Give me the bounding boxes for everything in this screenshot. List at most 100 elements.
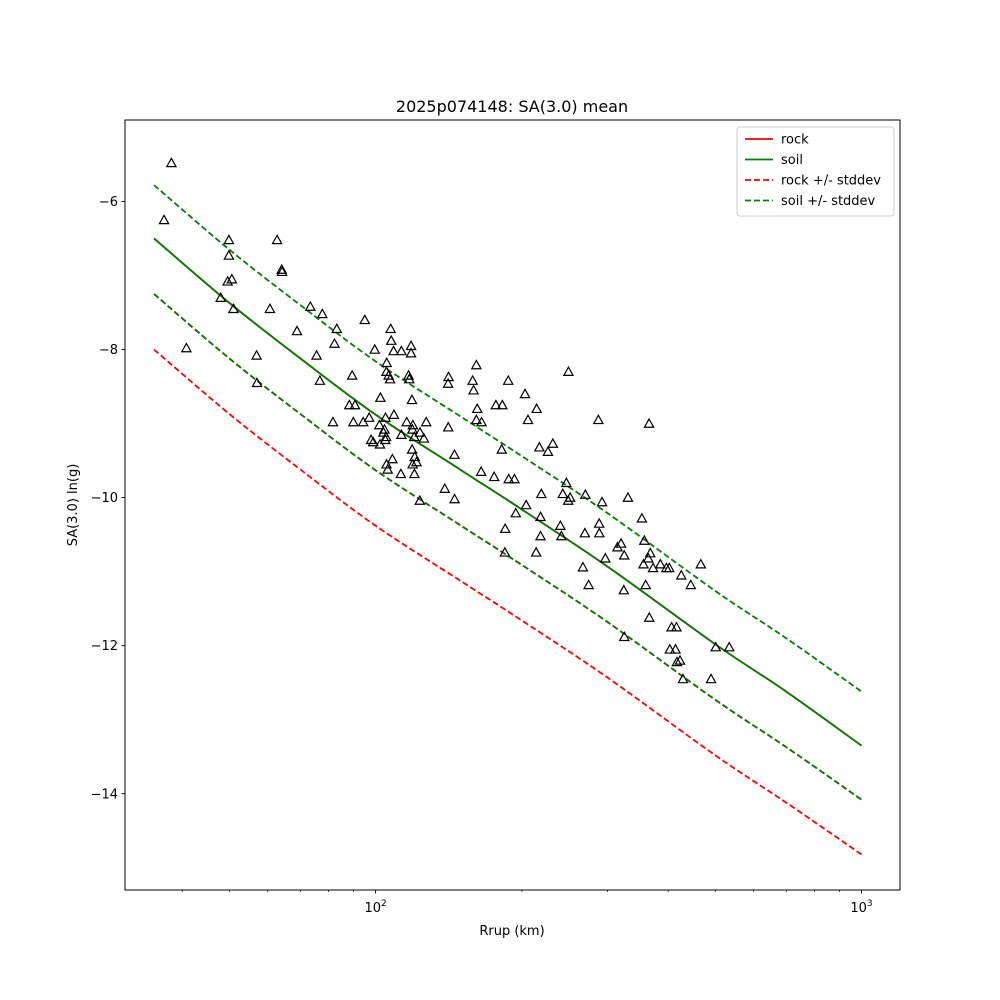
observation-point: [615, 537, 627, 548]
observation-point: [710, 641, 722, 652]
observation-point: [555, 530, 568, 541]
observation-point: [226, 273, 238, 284]
observation-point: [395, 345, 408, 356]
observation-point: [663, 562, 675, 573]
series-line-rock-stddev-3: [153, 348, 863, 856]
observation-point: [180, 342, 193, 353]
legend-label: soil: [781, 153, 803, 168]
x-axis-label: Rrup (km): [479, 924, 544, 939]
observation-point: [276, 265, 288, 277]
observation-point: [499, 522, 511, 533]
x-axis: 102 103: [181, 890, 873, 916]
observation-point: [636, 512, 648, 523]
observation-point: [622, 491, 634, 502]
observation-point: [531, 402, 543, 414]
observation-point: [276, 263, 288, 274]
observation-point: [382, 463, 394, 474]
observation-point: [349, 399, 361, 410]
observation-point: [379, 411, 392, 422]
observation-point: [496, 443, 508, 454]
observation-point: [384, 373, 396, 384]
observation-point: [618, 584, 630, 595]
observation-point: [674, 654, 686, 665]
observation-point: [557, 488, 569, 499]
observation-point: [365, 434, 377, 445]
observation-point: [499, 546, 511, 557]
observation-point: [158, 214, 170, 225]
observation-point: [406, 443, 418, 454]
series-line-soil-stddev-4: [153, 293, 863, 801]
observation-point: [671, 656, 683, 667]
observation-point: [439, 482, 451, 493]
observation-point: [471, 402, 483, 414]
legend-label: soil +/- stddev: [781, 194, 876, 209]
observation-point: [448, 448, 461, 459]
series-line-soil-stddev-5: [153, 184, 863, 693]
observation-point: [705, 673, 717, 684]
observation-point: [414, 426, 426, 437]
observation-point: [593, 517, 605, 528]
observation-point: [723, 641, 735, 652]
observation-point: [442, 421, 454, 432]
series-line-soil-1: [153, 237, 863, 747]
observation-point: [373, 419, 385, 430]
observation-point: [381, 357, 393, 368]
observation-point: [596, 496, 608, 507]
observation-point: [542, 445, 554, 456]
observation-point: [369, 343, 381, 354]
observation-point: [640, 579, 652, 590]
x-tick-label: 102: [364, 899, 386, 916]
observation-point: [402, 369, 415, 380]
observation-point: [374, 391, 387, 402]
observation-point: [346, 369, 358, 380]
observation-point: [406, 394, 418, 405]
observation-point: [562, 365, 575, 377]
observation-point: [367, 436, 379, 447]
observation-point: [664, 643, 676, 654]
observation-point: [677, 673, 689, 684]
x-tick-label: 103: [850, 899, 872, 916]
observation-point: [343, 399, 355, 410]
observation-point: [508, 473, 521, 484]
observation-point: [654, 558, 666, 569]
observation-point: [554, 519, 566, 531]
observation-point: [618, 549, 630, 560]
observation-point: [314, 374, 326, 385]
observation-point: [642, 552, 654, 563]
observation-point: [250, 349, 263, 360]
y-tick-label: −10: [91, 491, 118, 506]
observation-point: [475, 416, 488, 427]
observation-point: [490, 399, 502, 410]
observation-point: [407, 458, 419, 469]
axes-frame: [124, 119, 901, 891]
observation-point: [442, 377, 454, 388]
observation-point: [638, 534, 650, 545]
observation-point: [215, 291, 227, 302]
y-axis: −6 −8 −10 −12 −14: [91, 195, 125, 802]
observation-point: [579, 527, 591, 538]
observation-point: [363, 411, 375, 422]
observation-point: [519, 388, 531, 399]
observation-point: [378, 423, 391, 434]
observation-point: [467, 374, 479, 385]
chart-title: 2025p074148: SA(3.0) mean: [396, 97, 628, 116]
observation-point: [316, 308, 328, 319]
observation-point: [388, 408, 400, 419]
observation-point: [418, 432, 430, 443]
observation-point: [695, 558, 707, 569]
observation-point: [223, 234, 235, 245]
y-tick-label: −6: [99, 195, 118, 210]
observation-point: [331, 322, 343, 334]
observation-point: [670, 621, 683, 632]
observation-point: [408, 468, 421, 479]
observation-point: [643, 611, 655, 622]
observation-point: [414, 494, 426, 505]
observation-point: [385, 334, 397, 345]
observation-point: [264, 302, 276, 314]
observation-point: [599, 552, 611, 563]
observation-point: [310, 349, 323, 360]
observation-point: [475, 465, 487, 476]
observation-point: [618, 630, 630, 642]
observation-point: [223, 249, 235, 260]
